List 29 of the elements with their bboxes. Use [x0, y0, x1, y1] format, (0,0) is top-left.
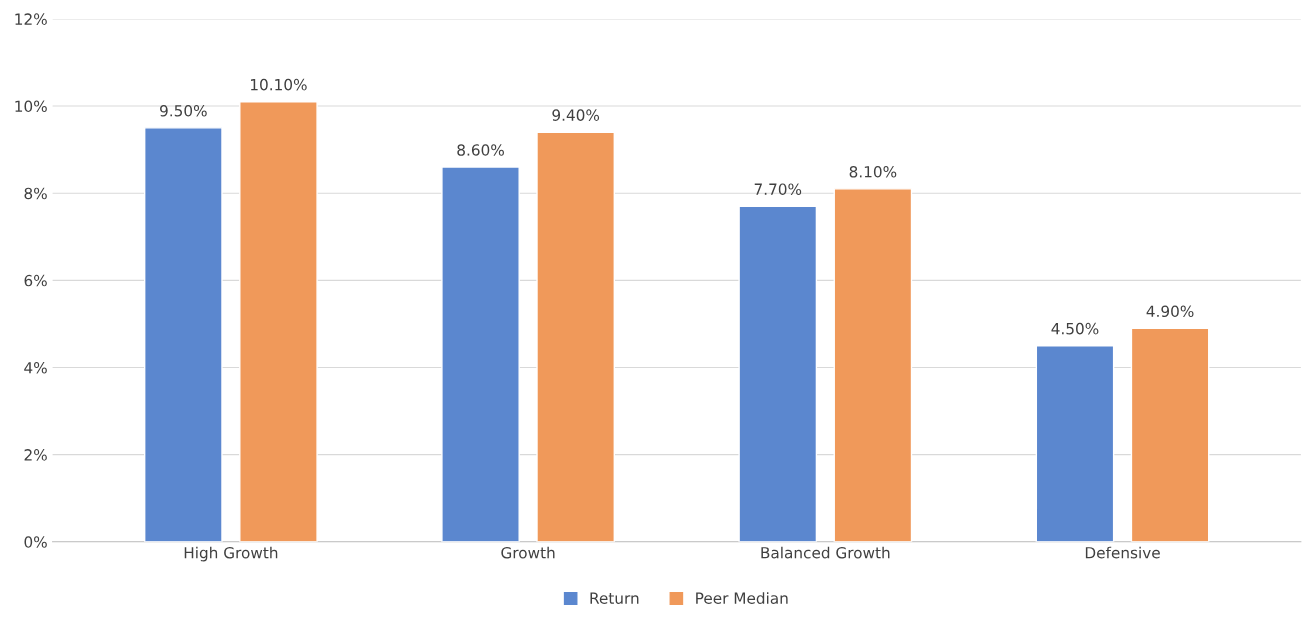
x-tick-label: Growth [501, 546, 555, 559]
bar [239, 100, 318, 542]
bar [144, 127, 223, 542]
data-label: 10.10% [250, 78, 307, 91]
bar [1130, 327, 1210, 542]
y-tick-label: 2% [24, 449, 47, 461]
data-label: 8.10% [849, 165, 897, 178]
data-label: 7.70% [754, 183, 802, 195]
y-tick-label: 10% [15, 100, 47, 113]
bar [833, 188, 913, 542]
x-tick-label: High Growth [184, 546, 278, 562]
bar [441, 166, 520, 542]
y-tick-label: 4% [24, 361, 47, 374]
y-tick-label: 6% [24, 274, 47, 287]
data-label: 4.90% [1146, 305, 1194, 317]
x-tick-label: Balanced Growth [761, 546, 890, 559]
bar [536, 131, 615, 542]
x-tick-label: Defensive [1085, 546, 1160, 559]
data-label: 8.60% [457, 144, 504, 156]
y-tick-label: 0% [24, 536, 47, 548]
data-label: 9.50% [160, 104, 207, 117]
y-tick-label: 8% [24, 187, 47, 200]
data-label: 9.40% [552, 109, 600, 121]
legend-label: Peer Median [696, 592, 788, 604]
data-label: 4.50% [1051, 322, 1099, 335]
bar [1035, 345, 1115, 542]
bar [738, 205, 818, 542]
y-tick-label: 12% [15, 13, 47, 25]
legend-label: Return [590, 592, 639, 604]
